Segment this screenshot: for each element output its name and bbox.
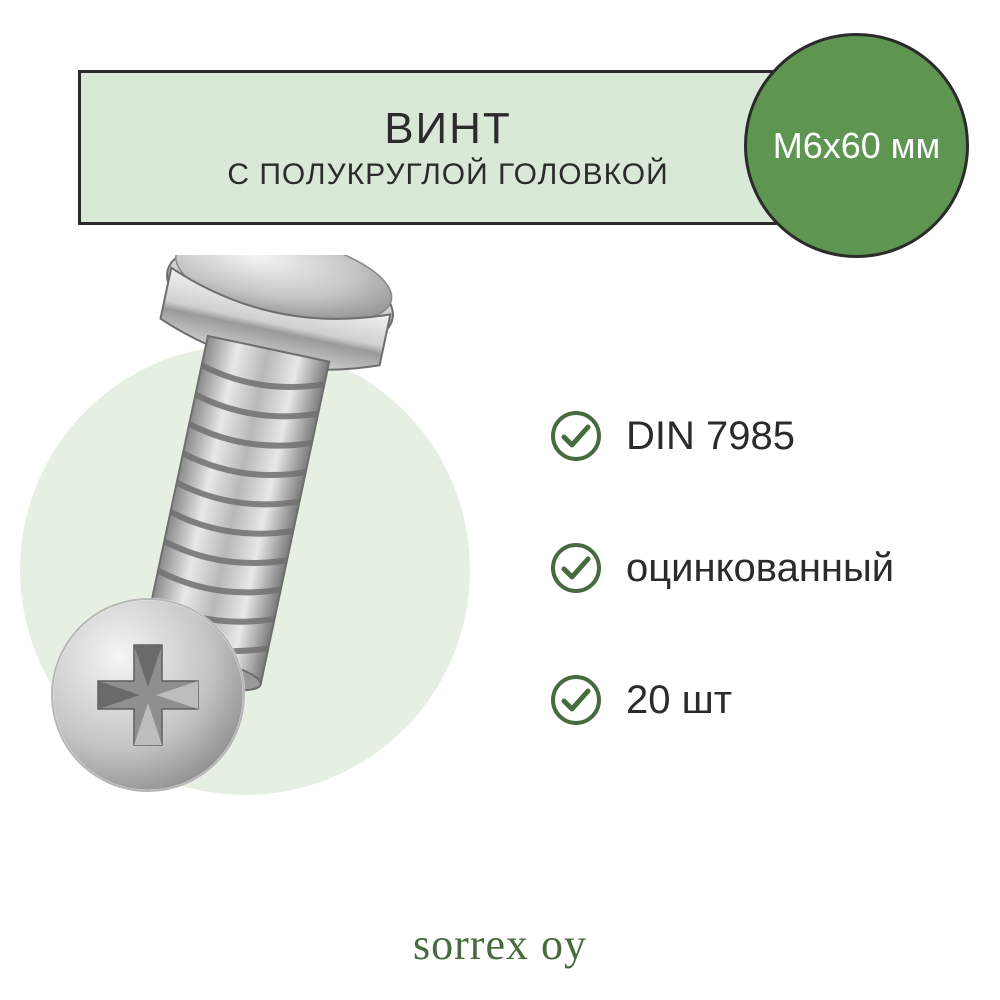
check-icon <box>550 410 602 462</box>
product-title: ВИНТ <box>384 104 512 154</box>
header-banner: ВИНТ С ПОЛУКРУГЛОЙ ГОЛОВКОЙ <box>78 70 818 225</box>
check-icon <box>550 674 602 726</box>
size-badge: М6х60 мм <box>744 33 969 258</box>
product-image <box>50 255 490 815</box>
feature-label: DIN 7985 <box>626 414 795 459</box>
brand-name: sorrex oy <box>0 919 1000 970</box>
feature-item: оцинкованный <box>550 542 894 594</box>
check-icon <box>550 542 602 594</box>
feature-item: DIN 7985 <box>550 410 894 462</box>
feature-list: DIN 7985 оцинкованный 20 шт <box>550 410 894 726</box>
size-text: М6х60 мм <box>773 125 941 167</box>
product-subtitle: С ПОЛУКРУГЛОЙ ГОЛОВКОЙ <box>227 158 668 192</box>
feature-label: оцинкованный <box>626 546 894 591</box>
feature-label: 20 шт <box>626 678 732 723</box>
feature-item: 20 шт <box>550 674 894 726</box>
